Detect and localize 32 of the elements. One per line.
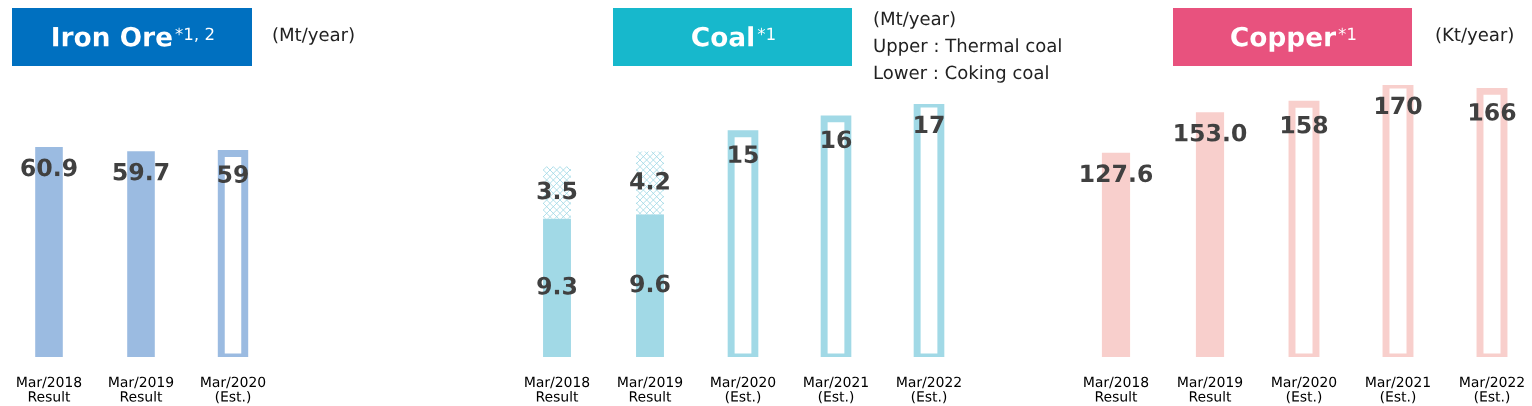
data-label: 59 xyxy=(218,165,248,183)
data-label: 3.5 xyxy=(537,181,577,200)
data-label: 59.7 xyxy=(113,162,169,181)
x-tick-label: Mar/2020 (Est.) xyxy=(1272,376,1337,404)
text: (Kt/year) xyxy=(1436,27,1513,45)
x-tick-label: Mar/2018 Result xyxy=(1084,376,1149,402)
data-label: 166 xyxy=(1470,102,1516,121)
data-label: 153.0 xyxy=(1175,123,1247,142)
x-tick-label: Mar/2018 Result xyxy=(17,376,82,402)
data-label: 158 xyxy=(1282,115,1328,134)
data-label: 4.2 xyxy=(630,171,669,190)
x-tick-label: Mar/2019 Result xyxy=(109,376,174,402)
x-tick-label: Mar/2021 (Est.) xyxy=(1366,376,1430,404)
x-tick-label: Mar/2021 (Est.) xyxy=(804,376,868,404)
x-tick-label: Mar/2022 (Est.) xyxy=(897,376,961,404)
data-label: 16 xyxy=(822,130,852,149)
x-tick-label: Mar/2019 Result xyxy=(1178,376,1243,402)
data-label: 17 xyxy=(915,115,944,134)
x-tick-label: Mar/2019 Result xyxy=(618,376,683,402)
data-label: 15 xyxy=(729,145,758,164)
text: (Mt/year) xyxy=(273,27,354,45)
x-tick-label: Mar/2018 Result xyxy=(525,376,590,402)
text: Upper : Thermal coal xyxy=(874,38,1061,56)
data-label: 60.9 xyxy=(21,158,77,177)
data-label: 170 xyxy=(1376,96,1422,115)
text: (Mt/year) xyxy=(874,11,955,29)
chart-title: Iron Ore*1, 2 xyxy=(53,26,214,47)
data-label: 127.6 xyxy=(1081,164,1153,183)
x-tick-label: Mar/2020 (Est.) xyxy=(711,376,776,404)
text: Lower : Coking coal xyxy=(874,65,1048,83)
x-tick-label: Mar/2020 (Est.) xyxy=(201,376,266,404)
x-tick-label: Mar/2022 (Est.) xyxy=(1460,376,1524,404)
